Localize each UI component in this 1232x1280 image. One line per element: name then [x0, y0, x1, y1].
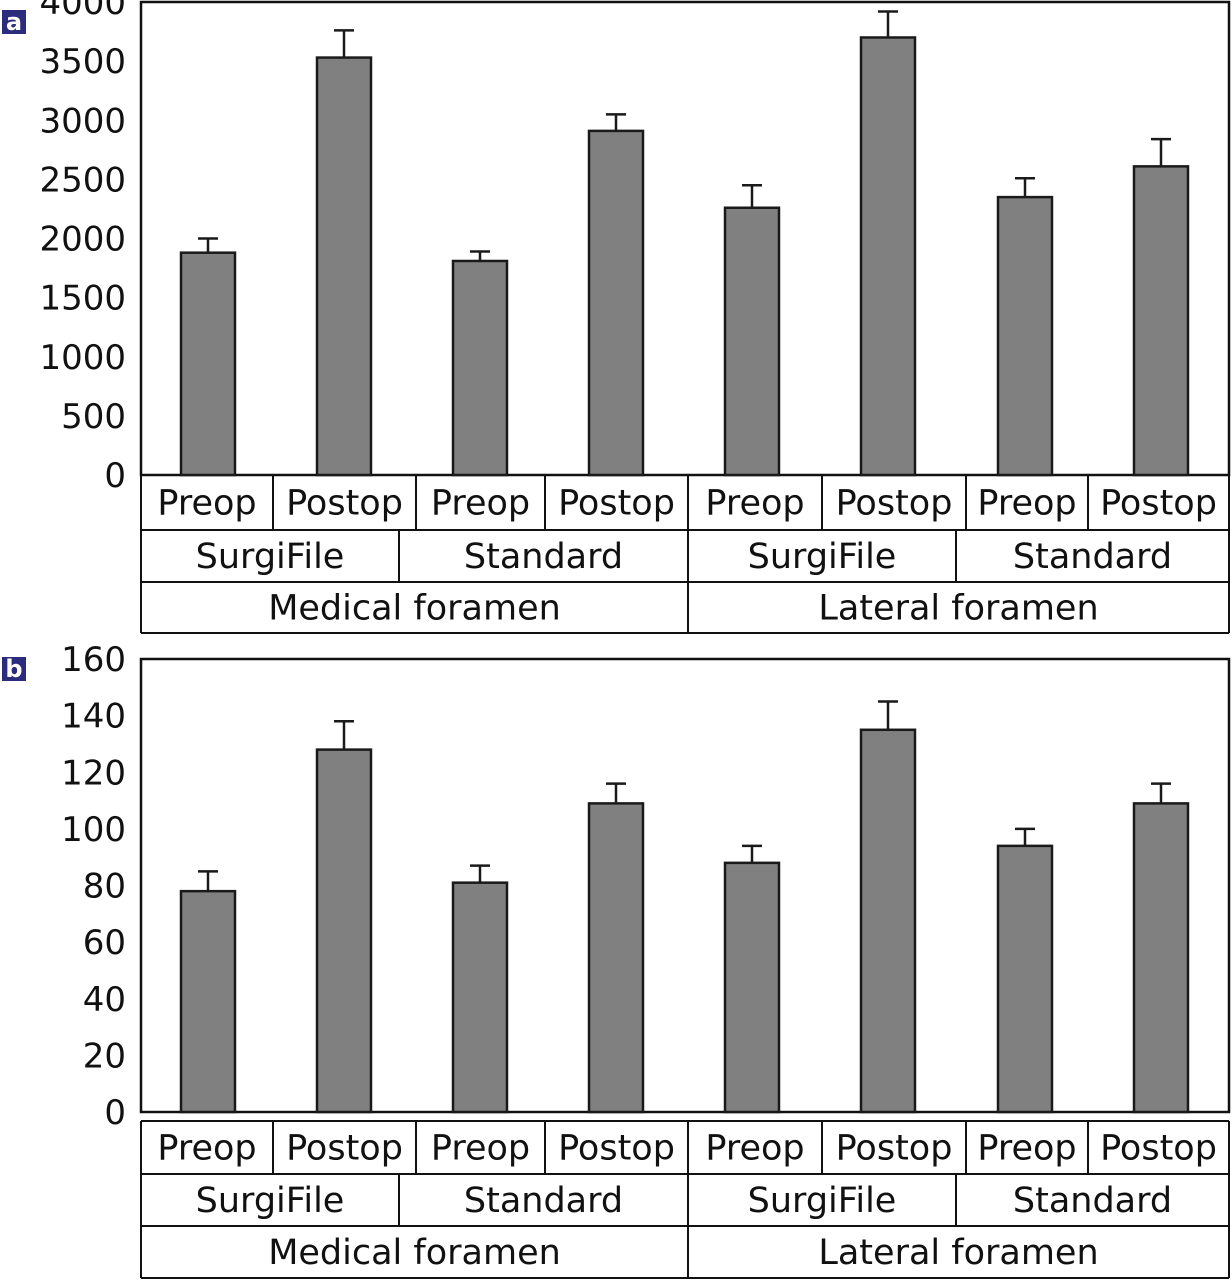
y-tick-label: 20 [83, 1036, 126, 1076]
bar [859, 728, 917, 1114]
category-label: Postop [286, 484, 403, 524]
panel-label-badge [2, 657, 26, 681]
y-tick-label: 3000 [39, 101, 126, 141]
bar [859, 36, 917, 477]
y-tick-label: 3500 [39, 42, 126, 82]
bar [1132, 165, 1190, 477]
bar [996, 195, 1054, 477]
group-label: Standard [464, 1181, 623, 1221]
y-tick-label: 2500 [39, 160, 126, 200]
category-label: Preop [977, 1129, 1076, 1169]
category-label: Postop [558, 1129, 675, 1169]
category-label: Postop [836, 484, 953, 524]
plot-frame [139, 0, 1231, 477]
y-tick-label: 1500 [39, 279, 126, 319]
category-label: Preop [705, 1129, 804, 1169]
bar [179, 889, 237, 1114]
category-label: Preop [431, 1129, 530, 1169]
bar [587, 129, 645, 477]
bar [1132, 802, 1190, 1114]
group-label: SurgiFile [748, 1181, 897, 1221]
bar [996, 844, 1054, 1114]
category-label: Preop [431, 484, 530, 524]
y-tick-label: 120 [61, 753, 126, 793]
group-label: Standard [1013, 537, 1172, 577]
y-tick-label: 2000 [39, 220, 126, 260]
chart-panel-a: a 4000 3500 3000 2500 2000 1500 1000 500 0 Preop Po… [2, 0, 1231, 634]
bar [587, 802, 645, 1114]
y-tick-label: 40 [83, 980, 126, 1020]
plot-frame [139, 657, 1231, 1114]
panel-label: b [5, 655, 22, 683]
supergroup-label: Lateral foramen [818, 589, 1098, 629]
y-tick-label: 500 [61, 397, 126, 437]
category-label: Postop [558, 484, 675, 524]
category-label: Postop [1100, 1129, 1217, 1169]
supergroup-label: Medical foramen [268, 1233, 561, 1273]
bar [451, 881, 509, 1114]
category-label: Preop [977, 484, 1076, 524]
group-label: SurgiFile [196, 1181, 345, 1221]
category-label: Preop [157, 1129, 256, 1169]
chart-panel-b: b 160 140 120 100 80 60 40 20 0 Preop Postop Preop Po… [2, 640, 1231, 1279]
y-tick-label: 100 [61, 810, 126, 850]
category-label: Postop [1100, 484, 1217, 524]
panel-label: a [6, 8, 22, 36]
bar [723, 206, 781, 477]
category-label: Postop [836, 1129, 953, 1169]
supergroup-label: Lateral foramen [818, 1233, 1098, 1273]
group-label: Standard [1013, 1181, 1172, 1221]
bar [315, 748, 373, 1114]
category-label: Preop [705, 484, 804, 524]
bar [315, 56, 373, 477]
panel-label-badge [2, 10, 26, 34]
y-tick-label: 0 [104, 456, 126, 496]
category-table: Preop Postop Preop Postop Preop Postop Preop Po… [140, 1120, 1230, 1279]
y-tick-label: 1000 [39, 338, 126, 378]
group-label: SurgiFile [748, 537, 897, 577]
supergroup-label: Medical foramen [268, 589, 561, 629]
group-label: SurgiFile [196, 537, 345, 577]
y-tick-label: 140 [61, 697, 126, 737]
bar [723, 861, 781, 1114]
y-tick-label: 160 [61, 640, 126, 680]
category-label: Postop [286, 1129, 403, 1169]
group-label: Standard [464, 537, 623, 577]
bar [451, 259, 509, 477]
y-tick-label: 80 [83, 867, 126, 907]
y-tick-label: 0 [104, 1093, 126, 1133]
y-tick-label: 4000 [39, 0, 126, 23]
category-table: Preop Postop Preop Postop Preop Postop Preop Po… [140, 475, 1230, 634]
y-tick-label: 60 [83, 923, 126, 963]
bar [179, 251, 237, 477]
category-label: Preop [157, 484, 256, 524]
